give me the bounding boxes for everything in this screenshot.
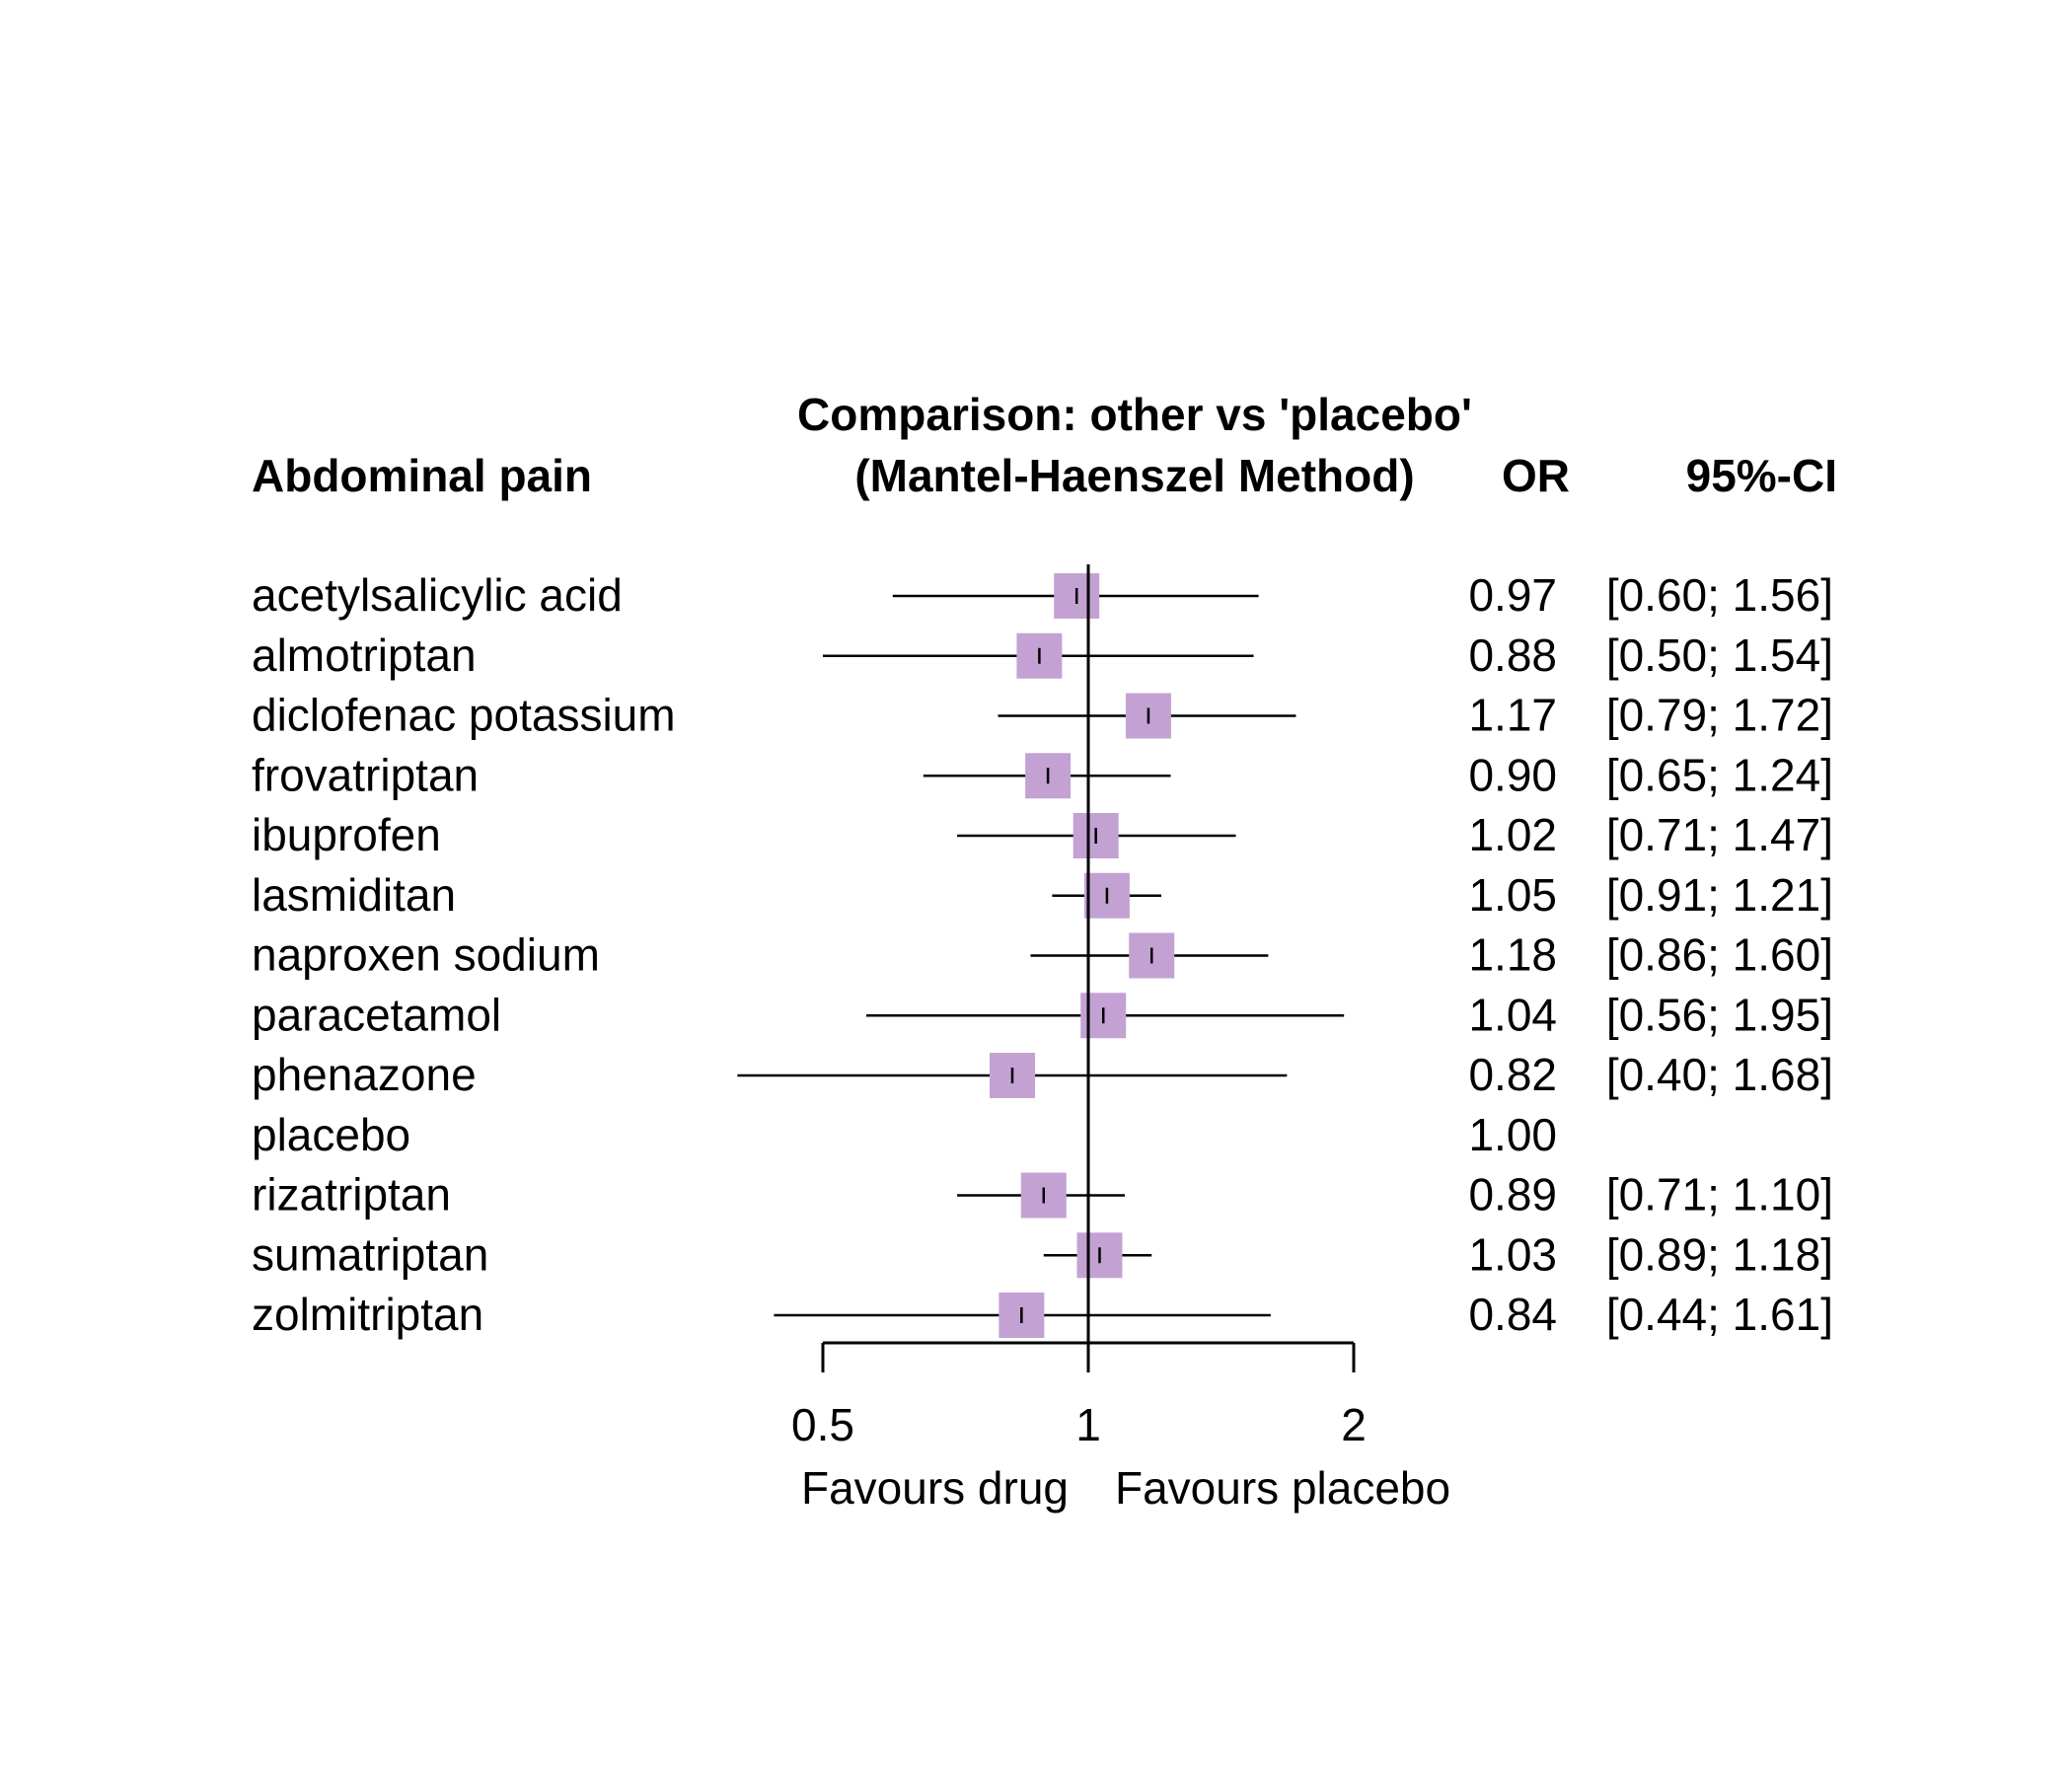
- method-label: (Mantel-Haenszel Method): [854, 450, 1414, 501]
- favours-drug-label: Favours drug: [801, 1462, 1069, 1514]
- or-value: 1.18: [1468, 929, 1557, 981]
- study-rows: acetylsalicylic acid 0.97 [0.60; 1.56] almo…: [252, 569, 1833, 1340]
- ci-value: [0.56; 1.95]: [1606, 989, 1833, 1040]
- ci-value: [0.44; 1.61]: [1606, 1289, 1833, 1340]
- ci-value: [0.86; 1.60]: [1606, 929, 1833, 981]
- x-tick-label: 1: [1075, 1399, 1101, 1450]
- or-value: 0.84: [1468, 1289, 1557, 1340]
- or-value: 1.02: [1468, 809, 1557, 860]
- or-value: 1.00: [1468, 1109, 1557, 1160]
- or-value: 0.89: [1468, 1169, 1557, 1221]
- or-value: 0.97: [1468, 569, 1557, 621]
- study-row: rizatriptan 0.89 [0.71; 1.10]: [252, 1169, 1833, 1221]
- study-row: ibuprofen 1.02 [0.71; 1.47]: [252, 809, 1833, 860]
- or-value: 1.04: [1468, 989, 1557, 1040]
- study-row: paracetamol 1.04 [0.56; 1.95]: [252, 989, 1833, 1040]
- treatment-label: diclofenac potassium: [252, 690, 676, 741]
- study-row: acetylsalicylic acid 0.97 [0.60; 1.56]: [252, 569, 1833, 621]
- study-row: phenazone 0.82 [0.40; 1.68]: [252, 1049, 1833, 1100]
- ci-value: [0.50; 1.54]: [1606, 629, 1833, 681]
- ci-value: [0.60; 1.56]: [1606, 569, 1833, 621]
- or-value: 1.17: [1468, 690, 1557, 741]
- study-row: almotriptan 0.88 [0.50; 1.54]: [252, 629, 1833, 681]
- ci-value: [0.89; 1.18]: [1606, 1228, 1833, 1280]
- or-value: 0.88: [1468, 629, 1557, 681]
- treatment-label: lasmiditan: [252, 869, 456, 921]
- or-value: 0.90: [1468, 749, 1557, 800]
- treatment-label: paracetamol: [252, 989, 501, 1040]
- study-row: diclofenac potassium 1.17 [0.79; 1.72]: [252, 690, 1833, 741]
- study-row: sumatriptan 1.03 [0.89; 1.18]: [252, 1228, 1833, 1280]
- treatment-label: placebo: [252, 1109, 410, 1160]
- study-row: frovatriptan 0.90 [0.65; 1.24]: [252, 749, 1833, 800]
- or-value: 0.82: [1468, 1049, 1557, 1100]
- treatment-label: phenazone: [252, 1049, 477, 1100]
- study-row: zolmitriptan 0.84 [0.44; 1.61]: [252, 1289, 1833, 1340]
- or-header: OR: [1502, 450, 1570, 501]
- treatment-label: frovatriptan: [252, 749, 479, 800]
- ci-value: [0.71; 1.10]: [1606, 1169, 1833, 1221]
- ci-value: [0.79; 1.72]: [1606, 690, 1833, 741]
- comparison-title: Comparison: other vs 'placebo': [797, 389, 1472, 440]
- or-value: 1.03: [1468, 1228, 1557, 1280]
- x-axis: 0.5 1 2: [791, 1341, 1367, 1450]
- treatment-label: naproxen sodium: [252, 929, 600, 981]
- ci-value: [0.71; 1.47]: [1606, 809, 1833, 860]
- x-tick-label: 0.5: [791, 1399, 854, 1450]
- favours-placebo-label: Favours placebo: [1115, 1462, 1450, 1514]
- treatment-label: sumatriptan: [252, 1228, 488, 1280]
- treatment-label: acetylsalicylic acid: [252, 569, 623, 621]
- study-row: lasmiditan 1.05 [0.91; 1.21]: [252, 869, 1833, 921]
- treatment-label: ibuprofen: [252, 809, 441, 860]
- study-row: placebo 1.00: [252, 1109, 1557, 1160]
- treatment-label: zolmitriptan: [252, 1289, 483, 1340]
- treatment-label: rizatriptan: [252, 1169, 451, 1221]
- ci-value: [0.91; 1.21]: [1606, 869, 1833, 921]
- ci-value: [0.65; 1.24]: [1606, 749, 1833, 800]
- ci-header: 95%-CI: [1686, 450, 1837, 501]
- x-tick-label: 2: [1341, 1399, 1367, 1450]
- treatment-label: almotriptan: [252, 629, 477, 681]
- ci-value: [0.40; 1.68]: [1606, 1049, 1833, 1100]
- outcome-label: Abdominal pain: [252, 450, 592, 501]
- study-row: naproxen sodium 1.18 [0.86; 1.60]: [252, 929, 1833, 981]
- or-value: 1.05: [1468, 869, 1557, 921]
